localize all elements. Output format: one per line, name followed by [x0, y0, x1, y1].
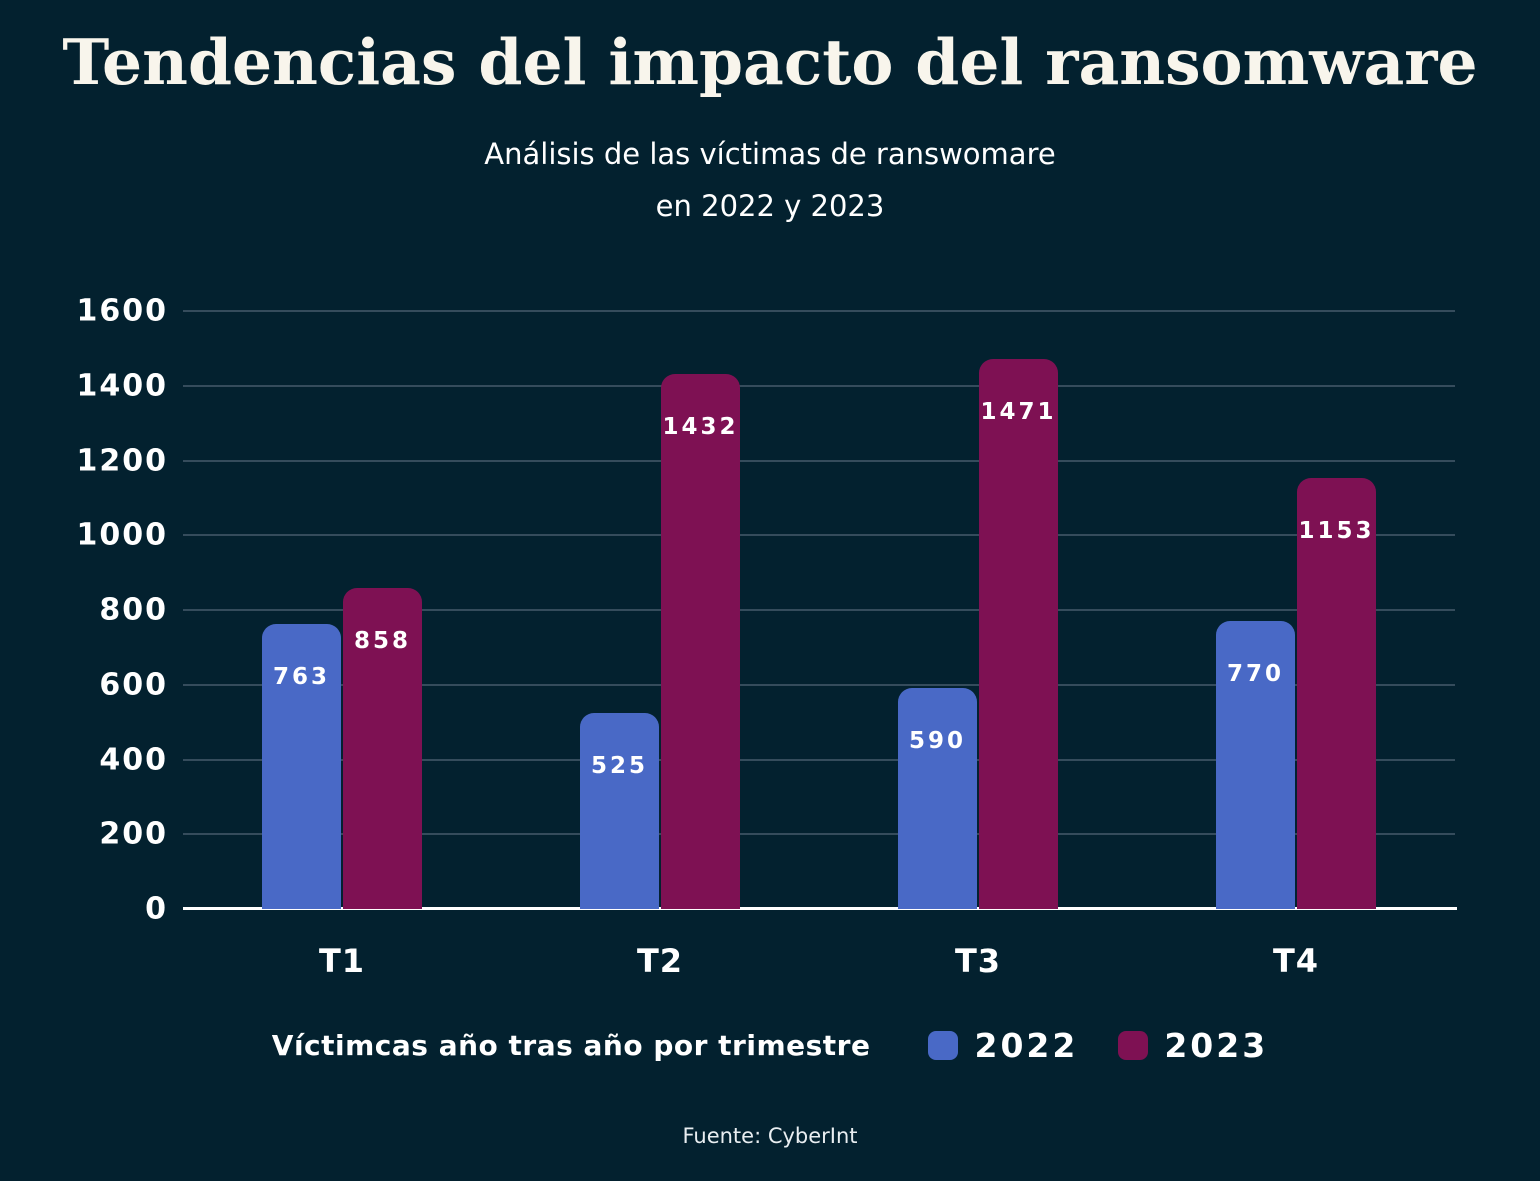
- bar-2022-T4: 770: [1216, 621, 1295, 909]
- gridline-800: [183, 609, 1455, 611]
- bar-value-label-2023-T1: 858: [353, 628, 411, 654]
- bar-value-label-2023-T4: 1153: [1298, 518, 1375, 544]
- x-axis-label-T2: T2: [636, 942, 684, 980]
- y-axis-label-1600: 1600: [76, 293, 168, 329]
- source-caption: Fuente: CyberInt: [682, 1124, 858, 1148]
- y-axis-label-1000: 1000: [76, 517, 168, 553]
- bar-2023-T2: 1432: [661, 374, 740, 909]
- bar-2023-T4: 1153: [1297, 478, 1376, 909]
- legend-title: Víctimcas año tras año por trimestre: [271, 1028, 871, 1062]
- chart-legend: Víctimcas año tras año por trimestre 202…: [0, 1014, 1540, 1076]
- y-axis-label-1200: 1200: [76, 443, 168, 478]
- bar-value-label-2022-T2: 525: [590, 753, 648, 779]
- x-axis-label-T1: T1: [318, 942, 366, 980]
- y-axis-label-800: 800: [99, 592, 168, 628]
- gridline-200: [183, 833, 1455, 836]
- y-axis-label-600: 600: [99, 667, 168, 703]
- y-axis-label-200: 200: [99, 816, 168, 852]
- y-axis-label-400: 400: [99, 742, 168, 777]
- legend-entry-2022: 2022: [928, 1026, 1078, 1065]
- legend-entry-2023: 2023: [1118, 1026, 1268, 1065]
- bar-2023-T3: 1471: [979, 359, 1058, 909]
- gridline-1600: [183, 310, 1455, 312]
- page-title: Tendencias del impacto del ransomware: [62, 25, 1478, 99]
- bar-value-label-2022-T4: 770: [1226, 661, 1284, 687]
- gridline-1000: [183, 534, 1455, 537]
- x-axis-label-T4: T4: [1272, 942, 1320, 980]
- bar-value-label-2023-T2: 1432: [662, 414, 739, 440]
- bar-2022-T3: 590: [898, 688, 977, 909]
- chart-subtitle-line1: Análisis de las víctimas de ranswomare: [484, 137, 1056, 171]
- bar-value-label-2022-T3: 590: [908, 728, 966, 754]
- bar-2022-T2: 525: [580, 713, 659, 909]
- legend-year-label-2022: 2022: [974, 1025, 1079, 1065]
- gridline-600: [183, 683, 1455, 686]
- x-axis-label-T3: T3: [954, 942, 1002, 980]
- bar-2023-T1: 858: [343, 588, 422, 909]
- legend-entries: 2022 2023: [928, 1026, 1268, 1065]
- gridline-1400: [183, 384, 1455, 387]
- chart-subtitle-line2: en 2022 y 2023: [655, 189, 885, 223]
- gridline-400: [183, 758, 1455, 761]
- bar-2022-T1: 763: [262, 624, 341, 909]
- x-axis-line: [183, 907, 1457, 910]
- legend-swatch-2022: [928, 1030, 959, 1060]
- y-axis-label-0: 0: [145, 891, 168, 927]
- gridline-1200: [183, 459, 1455, 462]
- legend-swatch-2023: [1118, 1030, 1149, 1060]
- bar-value-label-2023-T3: 1471: [980, 399, 1057, 425]
- legend-year-label-2023: 2023: [1164, 1025, 1269, 1065]
- bar-value-label-2022-T1: 763: [272, 664, 330, 690]
- y-axis-label-1400: 1400: [76, 368, 168, 404]
